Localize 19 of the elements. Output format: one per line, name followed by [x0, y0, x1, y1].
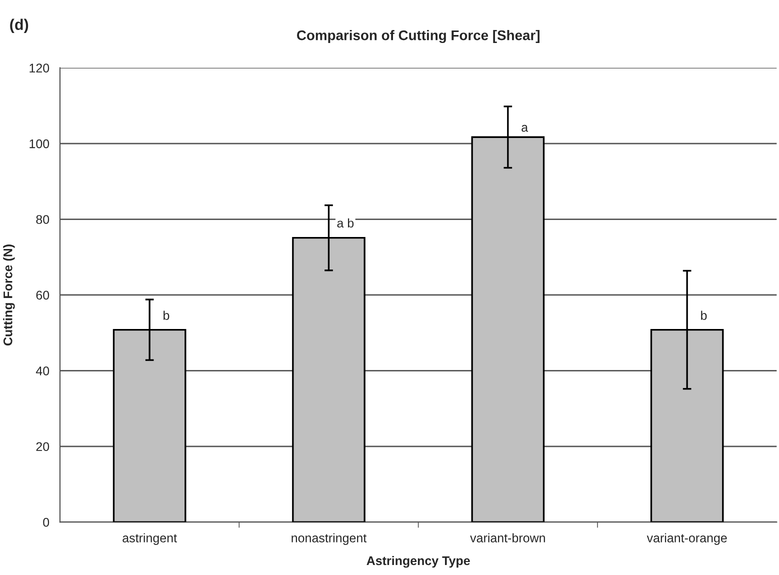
y-tick-label: 40: [36, 366, 50, 376]
annotation: b: [164, 310, 170, 320]
y-tick-label: 0: [43, 518, 50, 527]
y-axis-title: Cutting Force (N): [3, 244, 15, 346]
annotation: a: [522, 124, 528, 132]
y-tick-label: 20: [36, 442, 50, 452]
y-tick-label: 60: [36, 290, 50, 300]
x-tick-label: variant-brown: [470, 533, 545, 542]
y-tick-label: 120: [30, 64, 50, 72]
y-tick-label: 80: [36, 215, 50, 224]
y-tick-label: 100: [30, 139, 50, 148]
x-tick-label: nonastringent: [292, 533, 367, 545]
text: (d): [10, 18, 28, 33]
x-axis-title: Astringency Type: [366, 556, 470, 568]
annotation: a b: [337, 218, 354, 228]
chart-title: Comparison of Cutting Force [Shear]: [296, 30, 540, 44]
x-tick-label: variant-orange: [646, 533, 727, 545]
annotation: b: [701, 310, 707, 320]
x-tick-label: astringent: [122, 533, 177, 545]
